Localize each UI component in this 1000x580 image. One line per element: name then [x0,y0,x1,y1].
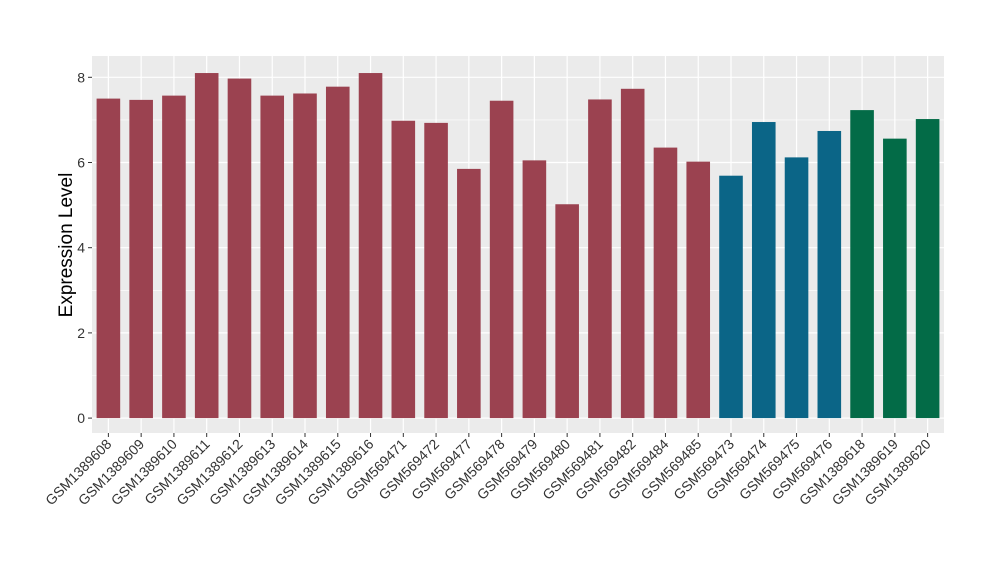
bar [457,168,481,419]
bar [293,93,317,419]
bar [260,95,285,419]
bar [194,73,219,419]
bar [915,119,940,419]
bar [620,88,645,419]
x-axis: GSM1389608GSM1389609GSM1389610GSM1389611… [42,433,934,508]
bar [719,175,743,419]
bar [653,147,678,419]
y-tick-label: 6 [77,154,85,170]
y-tick-label: 0 [77,410,85,426]
bar [784,157,809,419]
bar [391,120,416,419]
bar [227,78,252,419]
bars-layer [96,73,940,419]
bar [325,86,350,419]
bar [129,99,153,419]
bar [850,110,874,419]
bar [883,138,907,419]
bar [555,204,579,419]
bar [588,99,612,419]
bar [522,160,547,419]
y-tick-label: 2 [77,325,85,341]
y-axis: 0 2 4 6 8 [77,69,92,426]
bar [489,100,514,419]
bar [817,130,842,419]
bar [686,161,711,419]
bar [162,95,186,419]
bar [751,122,776,419]
bar [96,98,121,419]
plot-panel [92,56,944,433]
bar [358,73,383,419]
y-tick-label: 8 [77,69,85,85]
y-axis-title: Expression Level [56,173,77,318]
bar [424,122,448,419]
y-tick-label: 4 [77,240,85,256]
